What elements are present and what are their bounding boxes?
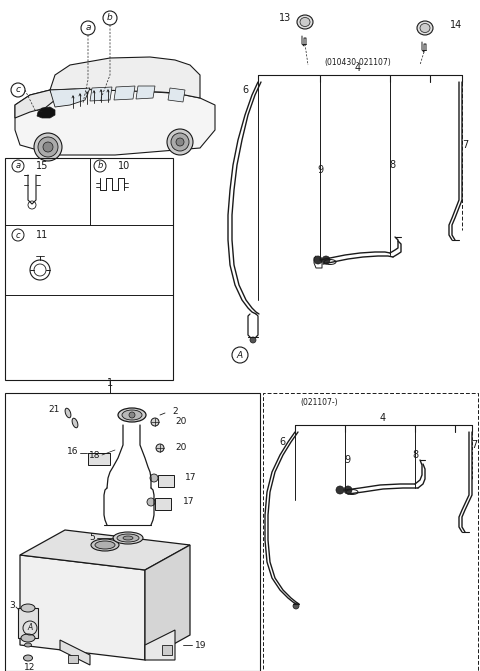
Circle shape (129, 412, 135, 418)
Bar (68, 655, 78, 663)
Text: 7: 7 (471, 440, 477, 450)
Ellipse shape (65, 408, 71, 418)
Text: b: b (97, 162, 103, 170)
Bar (5, 393, 260, 671)
Text: 8: 8 (389, 160, 395, 170)
Circle shape (250, 337, 256, 343)
Polygon shape (136, 86, 155, 99)
Text: 11: 11 (36, 230, 48, 240)
Text: 14: 14 (450, 20, 462, 30)
Ellipse shape (297, 15, 313, 29)
Ellipse shape (300, 17, 310, 26)
Text: 4: 4 (355, 63, 361, 73)
Text: 18: 18 (88, 450, 100, 460)
Text: (021107-): (021107-) (300, 397, 337, 407)
Ellipse shape (95, 541, 115, 549)
Polygon shape (50, 88, 90, 107)
Polygon shape (15, 90, 55, 118)
Text: 7: 7 (462, 140, 468, 150)
Text: 9: 9 (317, 165, 323, 175)
Bar (162, 645, 172, 655)
Ellipse shape (151, 418, 159, 426)
Bar (88, 453, 110, 465)
Bar (263, 393, 478, 671)
Text: 6: 6 (242, 85, 248, 95)
Circle shape (344, 486, 352, 494)
Circle shape (171, 133, 189, 151)
Text: 3: 3 (9, 601, 15, 609)
Polygon shape (50, 57, 200, 98)
Text: c: c (16, 231, 20, 240)
Circle shape (43, 142, 53, 152)
Ellipse shape (113, 532, 143, 544)
Text: 12: 12 (24, 664, 36, 671)
Bar (18, 608, 38, 638)
Polygon shape (168, 88, 185, 102)
Polygon shape (15, 88, 215, 155)
Ellipse shape (91, 539, 119, 551)
Text: c: c (15, 85, 21, 95)
Text: 2: 2 (172, 407, 178, 417)
Text: 10: 10 (118, 161, 130, 171)
Polygon shape (145, 545, 190, 660)
Bar (158, 475, 174, 487)
Polygon shape (145, 630, 175, 660)
Ellipse shape (72, 418, 78, 428)
Ellipse shape (420, 23, 430, 32)
Text: 1: 1 (107, 378, 113, 388)
Circle shape (147, 498, 155, 506)
Polygon shape (37, 107, 55, 118)
Ellipse shape (24, 643, 32, 647)
Text: 17: 17 (183, 497, 194, 507)
Circle shape (322, 256, 330, 264)
Ellipse shape (118, 408, 146, 422)
Text: 13: 13 (279, 13, 291, 23)
Circle shape (336, 486, 344, 494)
Text: 21: 21 (48, 405, 60, 415)
Ellipse shape (24, 655, 33, 661)
Text: 20: 20 (175, 444, 186, 452)
Text: A: A (237, 350, 243, 360)
Circle shape (38, 137, 58, 157)
Text: 16: 16 (67, 448, 78, 456)
Text: 6: 6 (279, 437, 285, 447)
Polygon shape (90, 87, 112, 101)
Ellipse shape (417, 21, 433, 35)
Ellipse shape (21, 604, 35, 612)
Text: 4: 4 (380, 413, 386, 423)
Bar (155, 498, 171, 510)
Text: 5: 5 (89, 533, 95, 542)
Polygon shape (114, 86, 135, 100)
Ellipse shape (123, 536, 133, 540)
Polygon shape (20, 530, 190, 570)
Text: (010430-021107): (010430-021107) (324, 58, 391, 66)
Text: 19: 19 (195, 641, 206, 650)
Text: A: A (27, 623, 33, 633)
Text: 15: 15 (36, 161, 48, 171)
Text: a: a (85, 23, 91, 32)
Text: a: a (15, 162, 21, 170)
Polygon shape (60, 640, 90, 665)
Circle shape (176, 138, 184, 146)
Polygon shape (20, 555, 145, 660)
Text: 8: 8 (412, 450, 418, 460)
Ellipse shape (21, 634, 35, 642)
Circle shape (167, 129, 193, 155)
Text: 20: 20 (175, 417, 186, 427)
Circle shape (293, 603, 299, 609)
Text: 9: 9 (344, 455, 350, 465)
Circle shape (34, 133, 62, 161)
Bar (5, 158, 173, 380)
Text: 17: 17 (185, 472, 196, 482)
Ellipse shape (156, 444, 164, 452)
Ellipse shape (117, 534, 139, 542)
Circle shape (314, 256, 322, 264)
Ellipse shape (122, 410, 142, 420)
Circle shape (150, 474, 158, 482)
Text: b: b (107, 13, 113, 23)
